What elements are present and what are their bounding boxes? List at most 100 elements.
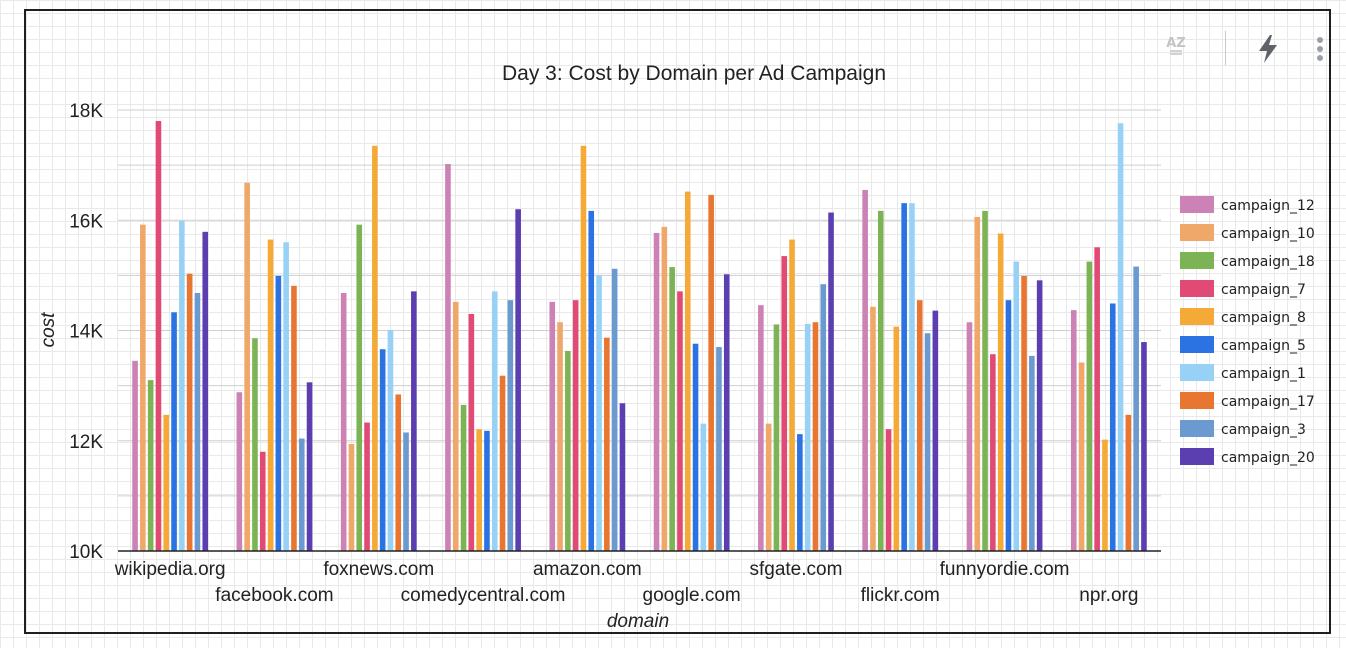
bar-campaign_20-wikipedia.org[interactable]	[202, 231, 209, 552]
bar-campaign_7-google.com[interactable]	[677, 291, 683, 551]
legend-label-campaign_17[interactable]: campaign_17	[1221, 394, 1315, 410]
bar-campaign_18-foxnews.com[interactable]	[356, 224, 363, 551]
bar-campaign_18-comedycentral.com[interactable]	[460, 404, 467, 551]
legend-label-campaign_12[interactable]: campaign_12	[1221, 198, 1315, 214]
bar-campaign_8-npr.org[interactable]	[1102, 439, 1108, 551]
bar-campaign_5-npr.org[interactable]	[1109, 303, 1116, 551]
bar-campaign_10-google.com[interactable]	[661, 226, 668, 552]
bar-campaign_18-sfgate.com[interactable]	[773, 324, 780, 551]
bar-campaign_20-sfgate.com[interactable]	[828, 212, 834, 551]
bar-campaign_5-comedycentral.com[interactable]	[484, 430, 490, 551]
bar-campaign_17-funnyordie.com[interactable]	[1021, 275, 1027, 551]
bar-campaign_20-foxnews.com[interactable]	[411, 291, 417, 551]
bar-campaign_12-npr.org[interactable]	[1070, 310, 1077, 551]
bar-campaign_17-facebook.com[interactable]	[291, 285, 297, 551]
bar-campaign_3-comedycentral.com[interactable]	[507, 300, 514, 551]
bar-campaign_7-comedycentral.com[interactable]	[468, 313, 475, 551]
bar-campaign_5-sfgate.com[interactable]	[797, 434, 803, 551]
bar-campaign_8-google.com[interactable]	[684, 191, 691, 551]
legend-label-campaign_10[interactable]: campaign_10	[1221, 226, 1315, 242]
bar-campaign_17-comedycentral.com[interactable]	[499, 375, 506, 551]
bar-campaign_8-comedycentral.com[interactable]	[476, 429, 482, 551]
bar-campaign_10-flickr.com[interactable]	[870, 306, 876, 551]
bar-campaign_8-amazon.com[interactable]	[580, 145, 587, 552]
bar-campaign_5-wikipedia.org[interactable]	[171, 312, 177, 551]
bar-campaign_12-foxnews.com[interactable]	[340, 293, 347, 551]
bar-campaign_10-comedycentral.com[interactable]	[452, 301, 459, 551]
bar-campaign_12-wikipedia.org[interactable]	[132, 360, 138, 551]
bar-campaign_5-facebook.com[interactable]	[275, 275, 282, 551]
bar-campaign_17-flickr.com[interactable]	[916, 300, 923, 551]
bar-campaign_18-google.com[interactable]	[669, 267, 675, 551]
bar-campaign_3-amazon.com[interactable]	[611, 268, 618, 551]
bar-campaign_17-npr.org[interactable]	[1125, 414, 1132, 551]
bar-campaign_5-google.com[interactable]	[692, 343, 699, 551]
bar-campaign_17-google.com[interactable]	[708, 194, 714, 551]
bar-campaign_1-wikipedia.org[interactable]	[179, 220, 185, 551]
bar-campaign_10-funnyordie.com[interactable]	[974, 216, 981, 551]
legend-label-campaign_20[interactable]: campaign_20	[1221, 450, 1315, 466]
more-options-button[interactable]	[1306, 29, 1334, 69]
bar-campaign_17-foxnews.com[interactable]	[395, 394, 402, 551]
bar-campaign_18-wikipedia.org[interactable]	[147, 380, 154, 551]
bar-campaign_12-comedycentral.com[interactable]	[445, 164, 451, 551]
bar-campaign_8-funnyordie.com[interactable]	[997, 233, 1004, 552]
bar-campaign_1-facebook.com[interactable]	[283, 242, 289, 552]
bar-campaign_18-flickr.com[interactable]	[877, 210, 884, 551]
legend-label-campaign_8[interactable]: campaign_8	[1221, 310, 1306, 326]
bar-campaign_18-facebook.com[interactable]	[252, 338, 258, 551]
bar-campaign_8-facebook.com[interactable]	[267, 239, 274, 551]
bar-campaign_12-flickr.com[interactable]	[862, 189, 868, 551]
bar-campaign_20-funnyordie.com[interactable]	[1036, 280, 1043, 551]
bar-campaign_3-flickr.com[interactable]	[924, 333, 931, 551]
bar-campaign_7-wikipedia.org[interactable]	[155, 121, 162, 552]
bar-campaign_7-npr.org[interactable]	[1094, 247, 1100, 552]
bar-campaign_8-sfgate.com[interactable]	[789, 239, 795, 551]
bar-campaign_3-facebook.com[interactable]	[298, 438, 305, 551]
bar-campaign_18-funnyordie.com[interactable]	[982, 210, 988, 551]
bar-campaign_1-sfgate.com[interactable]	[804, 323, 811, 551]
bar-campaign_10-facebook.com[interactable]	[244, 182, 250, 551]
bar-campaign_7-sfgate.com[interactable]	[781, 256, 788, 551]
insights-button[interactable]	[1250, 29, 1286, 69]
bar-campaign_8-wikipedia.org[interactable]	[163, 414, 170, 551]
bar-campaign_8-foxnews.com[interactable]	[372, 145, 378, 552]
legend-label-campaign_7[interactable]: campaign_7	[1221, 282, 1306, 298]
bar-campaign_1-google.com[interactable]	[700, 423, 707, 551]
bar-campaign_12-facebook.com[interactable]	[236, 392, 243, 551]
bar-campaign_1-comedycentral.com[interactable]	[491, 291, 498, 551]
bar-campaign_20-comedycentral.com[interactable]	[515, 209, 521, 551]
bar-campaign_1-foxnews.com[interactable]	[387, 329, 394, 551]
bar-campaign_18-npr.org[interactable]	[1086, 261, 1093, 551]
legend-label-campaign_1[interactable]: campaign_1	[1221, 366, 1306, 382]
bar-campaign_5-flickr.com[interactable]	[901, 203, 907, 551]
bar-campaign_3-foxnews.com[interactable]	[403, 432, 409, 551]
bar-campaign_10-amazon.com[interactable]	[557, 322, 563, 551]
bar-campaign_12-sfgate.com[interactable]	[758, 305, 764, 551]
bar-campaign_1-amazon.com[interactable]	[596, 275, 602, 551]
bar-campaign_20-flickr.com[interactable]	[932, 310, 939, 551]
bar-campaign_5-amazon.com[interactable]	[588, 210, 595, 551]
bar-campaign_17-sfgate.com[interactable]	[812, 322, 819, 551]
bar-campaign_12-amazon.com[interactable]	[549, 301, 556, 551]
bar-campaign_12-funnyordie.com[interactable]	[966, 322, 973, 551]
bar-campaign_7-facebook.com[interactable]	[259, 451, 266, 551]
bar-campaign_8-flickr.com[interactable]	[893, 326, 900, 551]
sort-az-button[interactable]: AZ	[1156, 29, 1196, 69]
bar-campaign_10-wikipedia.org[interactable]	[140, 224, 146, 551]
legend-label-campaign_5[interactable]: campaign_5	[1221, 338, 1306, 354]
bar-campaign_3-npr.org[interactable]	[1133, 266, 1139, 551]
bar-campaign_10-foxnews.com[interactable]	[348, 444, 355, 551]
legend-label-campaign_3[interactable]: campaign_3	[1221, 422, 1306, 438]
bar-campaign_20-google.com[interactable]	[723, 274, 730, 551]
bar-campaign_3-wikipedia.org[interactable]	[194, 293, 201, 551]
bar-campaign_7-amazon.com[interactable]	[572, 300, 579, 551]
bar-campaign_17-amazon.com[interactable]	[604, 337, 610, 551]
bar-campaign_10-sfgate.com[interactable]	[765, 423, 772, 551]
bar-campaign_5-foxnews.com[interactable]	[379, 349, 386, 551]
bar-campaign_1-flickr.com[interactable]	[909, 203, 915, 551]
bar-campaign_3-funnyordie.com[interactable]	[1029, 355, 1035, 551]
bar-campaign_1-npr.org[interactable]	[1117, 123, 1124, 551]
bar-campaign_5-funnyordie.com[interactable]	[1005, 300, 1012, 551]
bar-campaign_7-funnyordie.com[interactable]	[990, 354, 996, 551]
